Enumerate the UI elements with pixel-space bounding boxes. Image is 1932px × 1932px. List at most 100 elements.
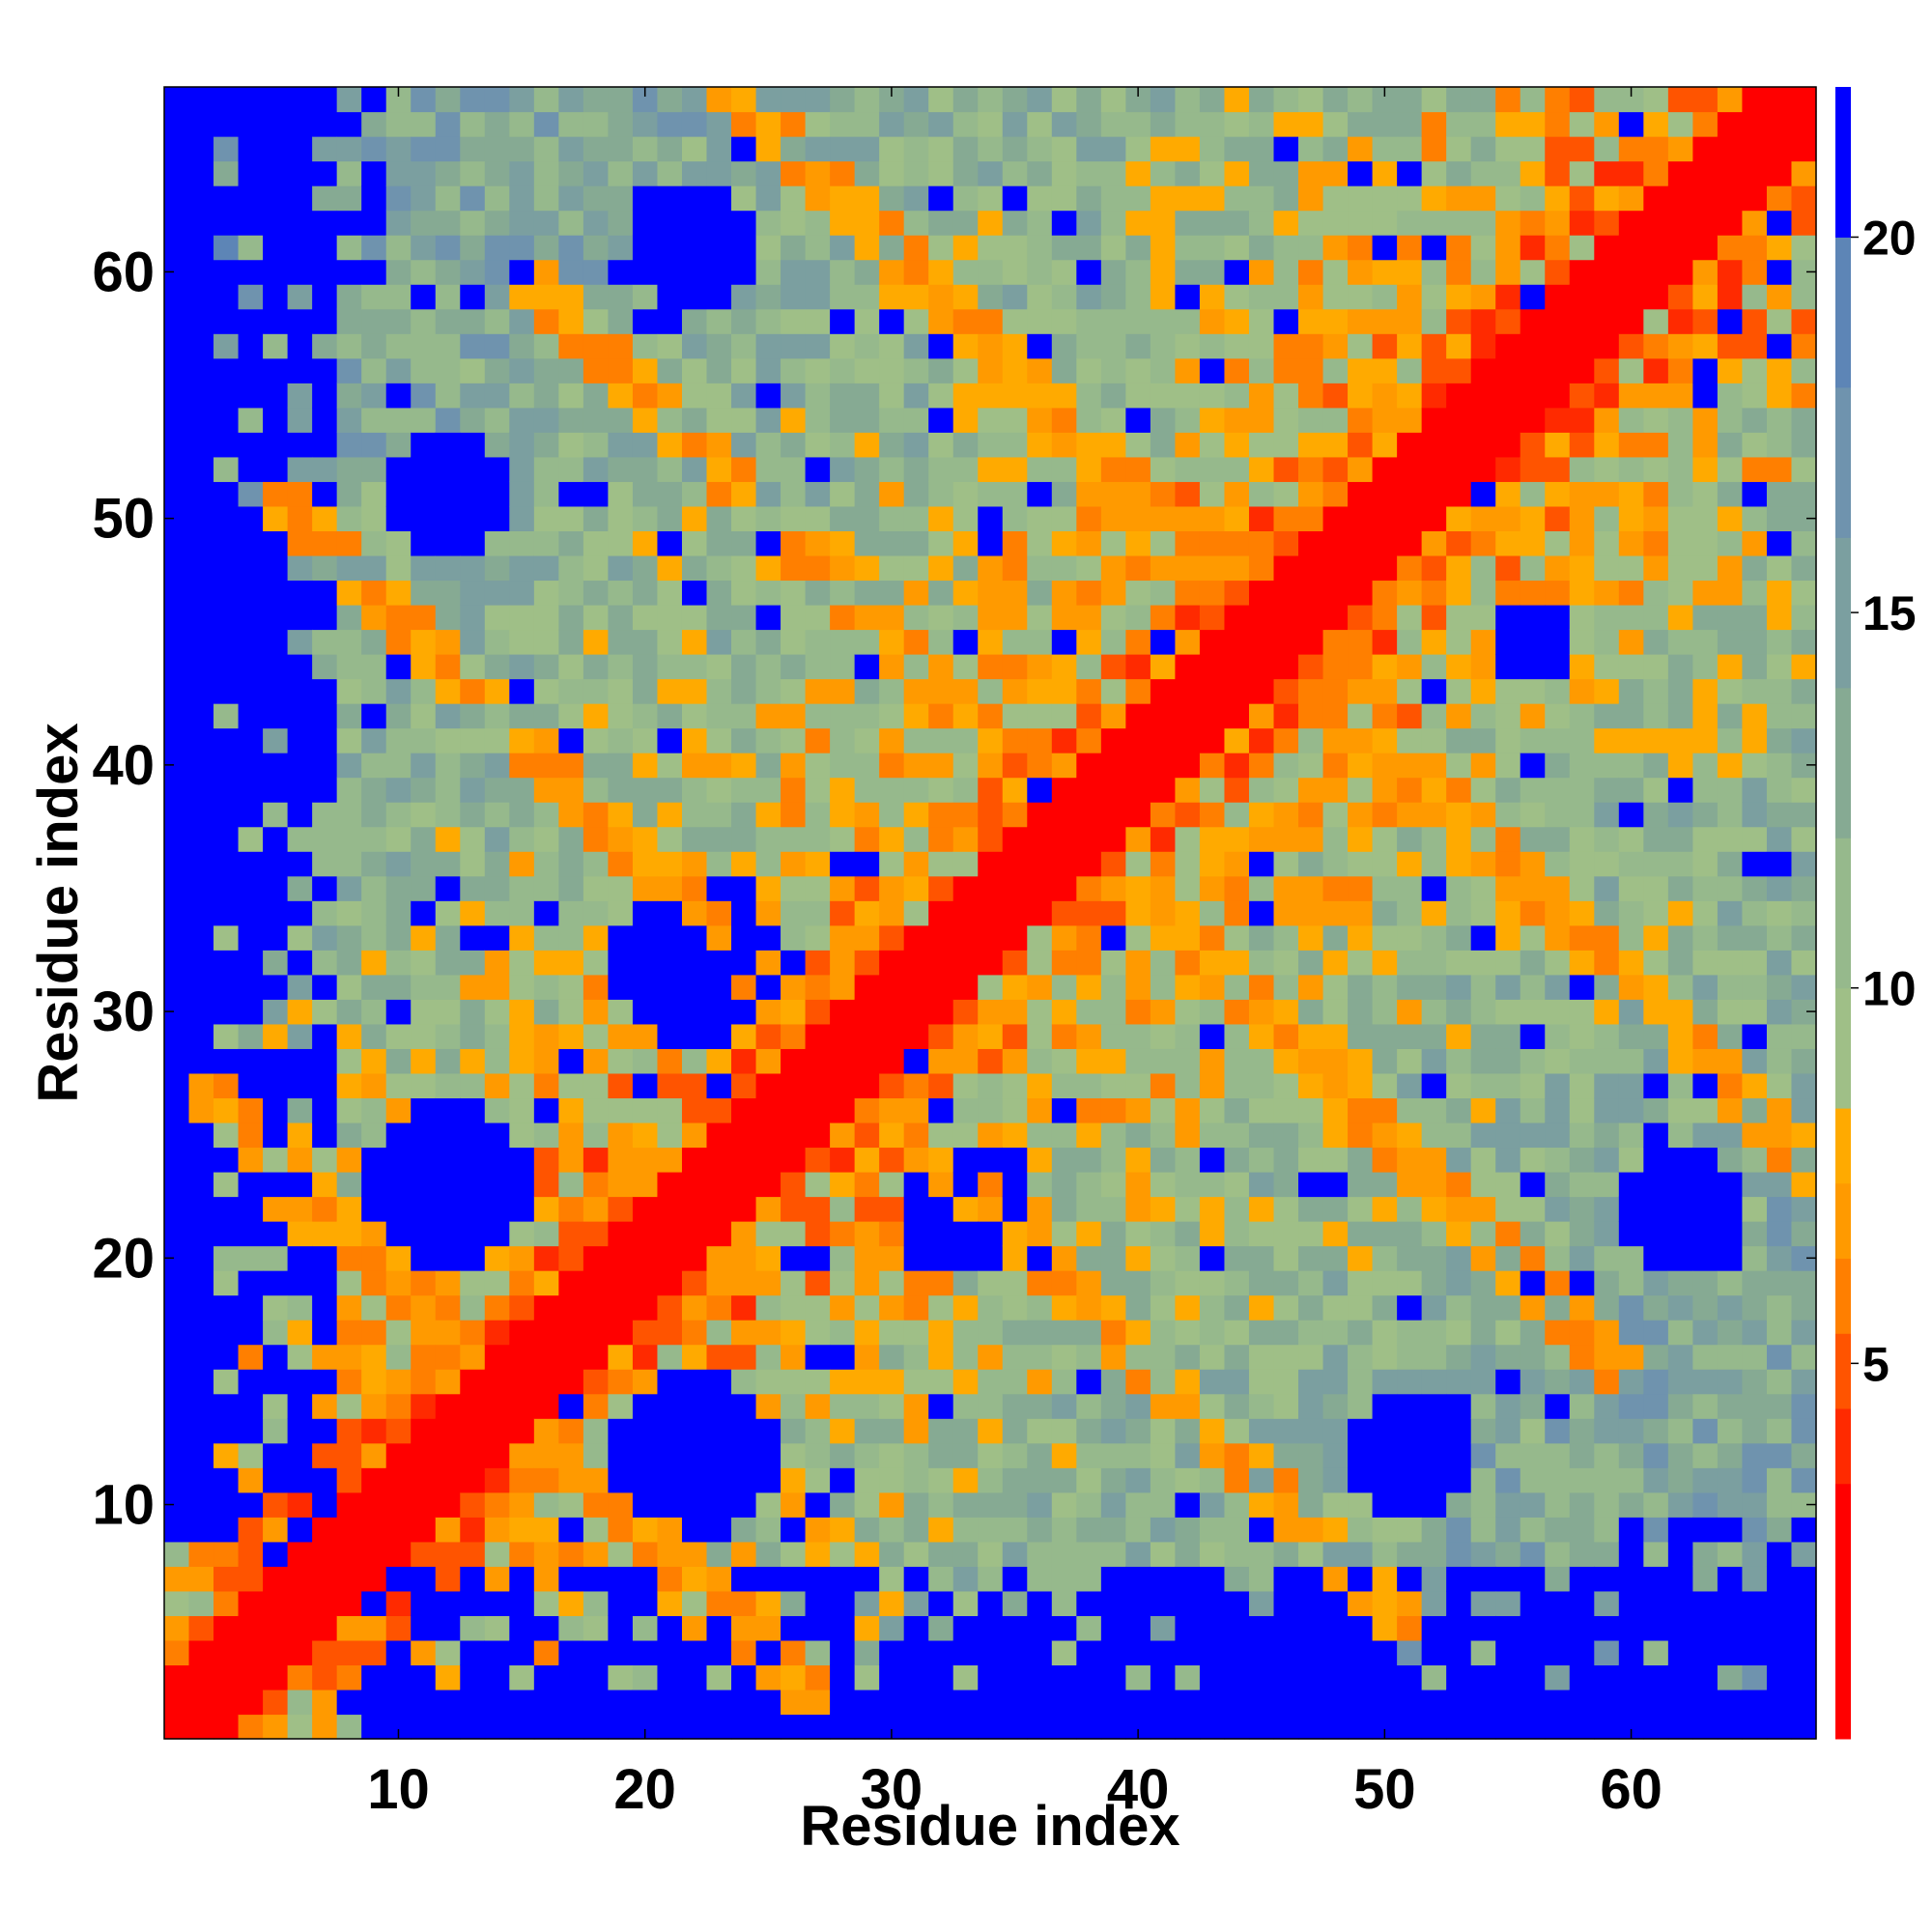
heatmap-cell xyxy=(879,802,905,828)
heatmap-cell xyxy=(1199,1517,1226,1543)
heatmap-cell xyxy=(435,974,461,1000)
heatmap-cell xyxy=(681,777,708,803)
heatmap-cell xyxy=(1298,1270,1324,1296)
heatmap-cell xyxy=(928,185,954,212)
heatmap-cell xyxy=(681,1639,708,1666)
heatmap-cell xyxy=(1717,604,1744,631)
heatmap-cell xyxy=(903,1097,929,1123)
heatmap-cell xyxy=(336,1344,362,1370)
heatmap-cell xyxy=(1717,1072,1744,1099)
heatmap-cell xyxy=(1051,950,1077,976)
heatmap-cell xyxy=(755,87,781,113)
heatmap-cell xyxy=(608,1639,634,1666)
heatmap-cell xyxy=(460,1689,486,1716)
heatmap-cell xyxy=(361,999,387,1025)
heatmap-cell xyxy=(484,1245,510,1271)
heatmap-cell xyxy=(1027,1072,1053,1099)
heatmap-cell xyxy=(238,1369,264,1395)
heatmap-cell xyxy=(731,974,757,1000)
heatmap-cell xyxy=(361,432,387,458)
heatmap-cell xyxy=(1298,1492,1324,1518)
heatmap-cell xyxy=(509,1467,535,1493)
heatmap-cell xyxy=(558,580,584,606)
heatmap-cell xyxy=(1100,1590,1126,1616)
heatmap-cell xyxy=(287,1664,313,1690)
heatmap-cell xyxy=(1446,136,1472,162)
heatmap-cell xyxy=(1643,1566,1669,1592)
heatmap-cell xyxy=(1421,1147,1447,1173)
heatmap-cell xyxy=(1717,580,1744,606)
heatmap-cell xyxy=(1322,1566,1349,1592)
heatmap-cell xyxy=(1569,308,1595,334)
heatmap-cell xyxy=(1002,629,1028,655)
heatmap-cell xyxy=(484,1023,510,1049)
y-tick-label: 10 xyxy=(92,1474,155,1537)
heatmap-cell xyxy=(1495,678,1521,704)
heatmap-cell xyxy=(978,554,1004,582)
heatmap-cell xyxy=(435,654,461,680)
heatmap-cell xyxy=(1076,1418,1102,1444)
heatmap-cell xyxy=(1002,753,1028,779)
heatmap-cell xyxy=(312,185,338,212)
heatmap-cell xyxy=(1520,1714,1546,1740)
heatmap-cell xyxy=(952,1418,979,1444)
heatmap-cell xyxy=(1027,875,1053,901)
heatmap-cell xyxy=(164,1714,190,1740)
heatmap-cell xyxy=(164,235,190,261)
heatmap-cell xyxy=(1446,530,1472,556)
heatmap-cell xyxy=(312,1615,338,1641)
heatmap-cell xyxy=(1667,1639,1693,1666)
heatmap-cell xyxy=(854,432,880,458)
heatmap-cell xyxy=(952,875,979,901)
heatmap-cell xyxy=(1766,1320,1793,1346)
heatmap-cell xyxy=(1446,383,1472,409)
heatmap-cell xyxy=(1667,654,1693,680)
heatmap-cell xyxy=(1766,383,1793,409)
heatmap-cell xyxy=(632,1541,659,1567)
heatmap-cell xyxy=(1125,1344,1151,1370)
heatmap-cell xyxy=(1766,1369,1793,1395)
heatmap-cell xyxy=(263,1147,289,1173)
heatmap-cell xyxy=(755,1639,781,1666)
heatmap-cell xyxy=(1273,505,1299,531)
heatmap-cell xyxy=(460,1320,486,1346)
heatmap-cell xyxy=(188,333,214,359)
heatmap-cell xyxy=(1273,432,1299,458)
heatmap-cell xyxy=(336,678,362,704)
heatmap-cell xyxy=(952,974,979,1000)
heatmap-cell xyxy=(632,357,659,384)
heatmap-cell xyxy=(1051,1097,1077,1123)
heatmap-cell xyxy=(657,1639,683,1666)
heatmap-cell xyxy=(1717,456,1744,482)
heatmap-cell xyxy=(336,753,362,779)
heatmap-cell xyxy=(1766,1122,1793,1149)
heatmap-cell xyxy=(484,1196,510,1222)
heatmap-cell xyxy=(336,875,362,901)
heatmap-cell xyxy=(263,999,289,1025)
heatmap-cell xyxy=(533,284,559,310)
heatmap-cell xyxy=(879,1442,905,1468)
heatmap-cell xyxy=(805,753,831,779)
heatmap-cell xyxy=(1470,1714,1496,1740)
heatmap-cell xyxy=(1594,1639,1620,1666)
heatmap-cell xyxy=(1125,160,1151,186)
heatmap-cell xyxy=(1495,1171,1521,1198)
heatmap-cell xyxy=(411,456,437,482)
heatmap-cell xyxy=(1421,1467,1447,1493)
heatmap-cell xyxy=(657,235,683,261)
heatmap-cell xyxy=(435,357,461,384)
heatmap-cell xyxy=(1051,1590,1077,1616)
heatmap-cell xyxy=(1027,136,1053,162)
heatmap-cell xyxy=(1002,432,1028,458)
heatmap-cell xyxy=(1643,703,1669,729)
heatmap-cell xyxy=(879,1492,905,1518)
heatmap-cell xyxy=(213,1122,240,1149)
heatmap-cell xyxy=(632,1689,659,1716)
heatmap-cell xyxy=(1569,826,1595,852)
heatmap-cell xyxy=(1446,654,1472,680)
heatmap-cell xyxy=(188,1097,214,1123)
heatmap-cell xyxy=(361,703,387,729)
heatmap-cell xyxy=(1002,1393,1028,1419)
heatmap-cell xyxy=(706,1072,732,1099)
heatmap-cell xyxy=(1569,950,1595,976)
